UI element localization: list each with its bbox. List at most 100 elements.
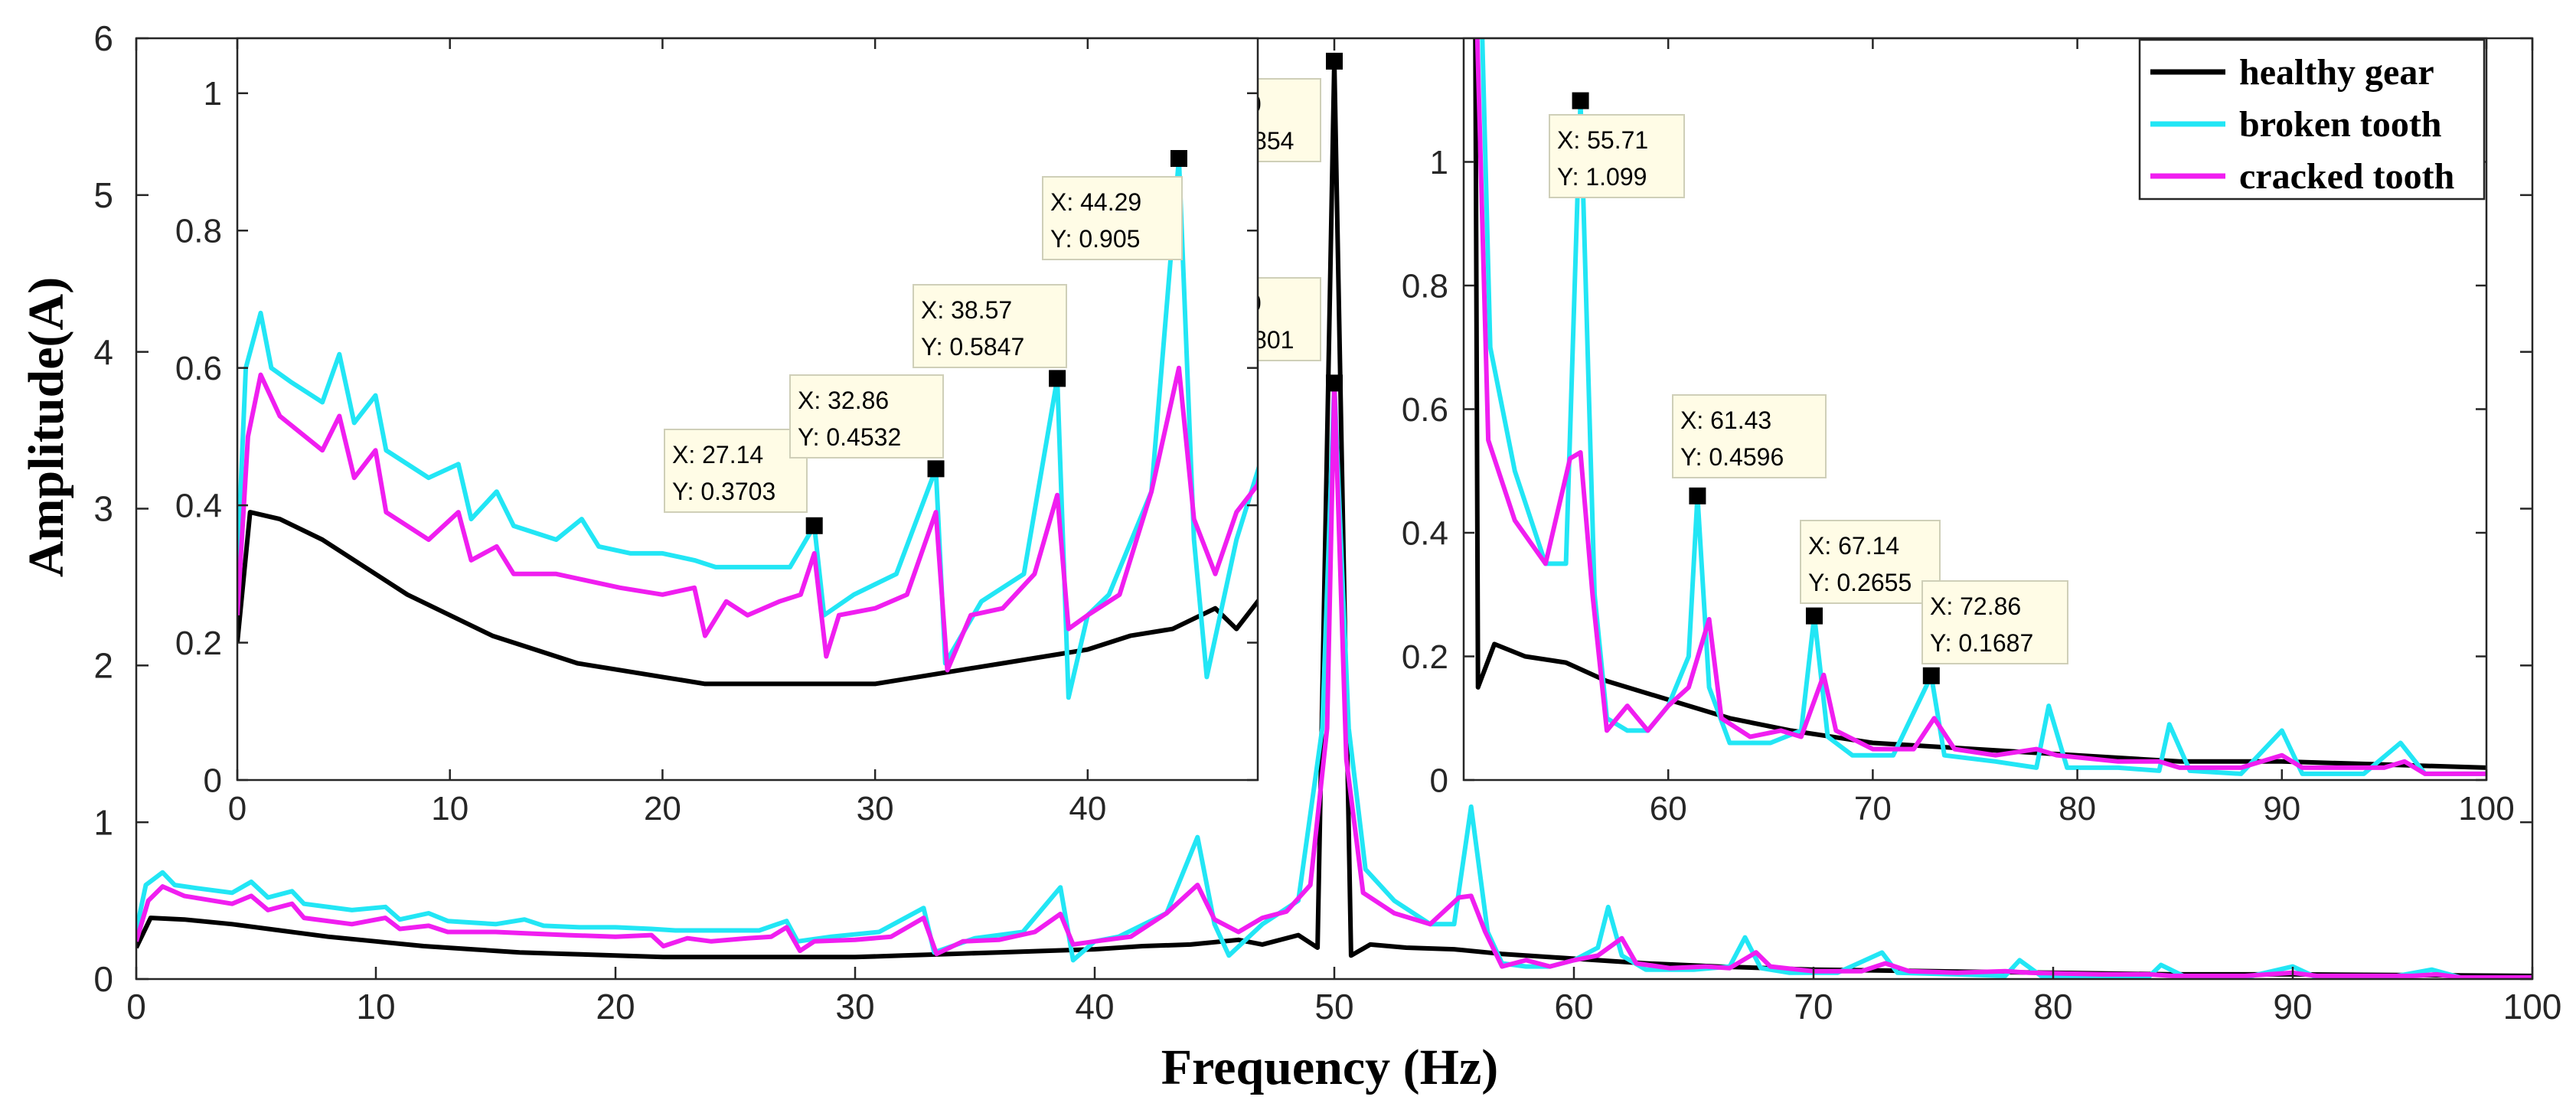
main-x-tick-label: 10 bbox=[356, 987, 395, 1027]
main-y-tick-label: 4 bbox=[93, 332, 113, 372]
inset-left-y-tick-label: 0 bbox=[204, 762, 222, 799]
inset-left-datatip-x: X: 38.57 bbox=[921, 296, 1012, 324]
main-y-tick-label: 2 bbox=[93, 645, 113, 685]
inset-right-datatip-marker bbox=[1689, 487, 1706, 504]
main-x-tick-label: 70 bbox=[1794, 987, 1833, 1027]
inset-right-datatip-y: Y: 0.2655 bbox=[1808, 569, 1912, 596]
main-x-tick-label: 80 bbox=[2033, 987, 2072, 1027]
main-y-tick-label: 0 bbox=[93, 959, 113, 999]
inset-left-datatip-y: Y: 0.5847 bbox=[921, 333, 1024, 361]
main-y-tick-label: 1 bbox=[93, 802, 113, 842]
main-x-tick-label: 20 bbox=[596, 987, 635, 1027]
inset-left-datatip: X: 27.14 Y: 0.3703 bbox=[664, 429, 808, 513]
inset-right-x-tick-label: 90 bbox=[2263, 790, 2300, 827]
inset-left-datatip: X: 44.29 Y: 0.905 bbox=[1042, 176, 1183, 260]
inset-left-datatip-x: X: 27.14 bbox=[672, 441, 763, 468]
inset-left-y-tick-label: 1 bbox=[204, 75, 222, 113]
main-x-tick-label: 40 bbox=[1075, 987, 1114, 1027]
inset-right-series-healthy-gear bbox=[1473, 38, 2486, 770]
legend-box bbox=[2138, 38, 2486, 201]
y-axis-title: Amplitude(A) bbox=[18, 277, 74, 577]
inset-right-datatip-y: Y: 0.1687 bbox=[1930, 629, 2033, 657]
main-x-tick-label: 50 bbox=[1314, 987, 1353, 1027]
inset-left-background bbox=[237, 38, 1258, 780]
inset-left-datatip-box bbox=[789, 374, 944, 459]
inset-left-datatip-y: Y: 0.3703 bbox=[672, 478, 775, 505]
main-datatip-marker bbox=[1326, 374, 1343, 392]
main-x-tick-label: 90 bbox=[2273, 987, 2312, 1027]
inset-right-x-tick-label: 80 bbox=[2059, 790, 2096, 827]
main-y-tick-label: 5 bbox=[93, 175, 113, 215]
inset-right-x-tick-label: 70 bbox=[1854, 790, 1892, 827]
inset-left-datatip-marker bbox=[805, 517, 823, 534]
inset-left-datatip-box bbox=[1042, 176, 1183, 260]
main-y-tick-label: 6 bbox=[93, 18, 113, 58]
inset-right-x-tick-label: 60 bbox=[1650, 790, 1687, 827]
main-x-tick-label: 0 bbox=[126, 987, 146, 1027]
inset-left-series-healthy-gear bbox=[237, 510, 1258, 687]
inset-left-datatip-x: X: 32.86 bbox=[798, 387, 889, 414]
legend-label-cracked-tooth: cracked tooth bbox=[2239, 156, 2454, 197]
main-y-tick-label: 3 bbox=[93, 489, 113, 529]
inset-left-x-tick-label: 10 bbox=[431, 790, 469, 827]
legend-label-healthy-gear: healthy gear bbox=[2239, 52, 2434, 93]
inset-left-y-tick-label: 0.2 bbox=[175, 625, 222, 662]
inset-left-series-cracked-tooth bbox=[237, 365, 1258, 673]
inset-right-y-tick-label: 1 bbox=[1430, 144, 1448, 181]
inset-left-datatip-x: X: 44.29 bbox=[1050, 188, 1141, 216]
inset-left-y-tick-label: 0.6 bbox=[175, 350, 222, 387]
inset-right-datatip: X: 72.86 Y: 0.1687 bbox=[1921, 580, 2068, 664]
inset-left-x-tick-label: 30 bbox=[857, 790, 894, 827]
legend-label-broken-tooth: broken tooth bbox=[2239, 104, 2442, 145]
inset-right-datatip-box bbox=[1672, 394, 1827, 478]
inset-right-y-tick-label: 0.2 bbox=[1402, 638, 1448, 676]
inset-left-y-tick-label: 0.8 bbox=[175, 213, 222, 250]
inset-right-series-cracked-tooth bbox=[1474, 38, 2486, 776]
inset-left-plot: 0 10 20 30 40 0 0.2 0.4 0.6 0.8 1 X: 27.14 Y: 0.3703… bbox=[175, 37, 1259, 827]
main-series-cracked-tooth bbox=[136, 380, 2532, 979]
inset-left-datatip-y: Y: 0.905 bbox=[1050, 225, 1140, 253]
inset-right-datatip-box bbox=[1549, 114, 1685, 198]
inset-left-datatip-y: Y: 0.4532 bbox=[798, 423, 901, 451]
inset-right-datatip-x: X: 67.14 bbox=[1808, 532, 1899, 560]
legend: healthy gear broken tooth cracked tooth bbox=[2138, 38, 2486, 201]
inset-right-datatip-box bbox=[1921, 580, 2068, 664]
inset-right-y-tick-label: 0 bbox=[1430, 762, 1448, 799]
inset-left-x-tick-label: 40 bbox=[1069, 790, 1106, 827]
inset-left-x-tick-label: 0 bbox=[228, 790, 246, 827]
inset-right-datatip-x: X: 55.71 bbox=[1557, 126, 1648, 154]
inset-right-datatip-marker bbox=[1922, 667, 1940, 684]
inset-left-datatip-marker bbox=[1170, 150, 1187, 168]
inset-left-datatip-box bbox=[913, 284, 1067, 368]
inset-left-datatip-marker bbox=[927, 460, 945, 478]
inset-right-datatip: X: 55.71 Y: 1.099 bbox=[1549, 114, 1685, 198]
main-x-tick-label: 30 bbox=[835, 987, 874, 1027]
x-axis-title: Frequency (Hz) bbox=[1161, 1040, 1499, 1095]
inset-left-axes-box bbox=[236, 37, 1259, 782]
inset-right-plot: 60 70 80 90 100 0 0.2 0.4 0.6 0.8 1 X: 55.71 Y: 1.09… bbox=[1402, 37, 2515, 827]
main-datatip-marker bbox=[1326, 52, 1343, 70]
inset-right-datatip: X: 67.14 Y: 0.2655 bbox=[1800, 520, 1941, 604]
inset-right-datatip-y: Y: 1.099 bbox=[1557, 163, 1647, 191]
inset-left-datatip: X: 32.86 Y: 0.4532 bbox=[789, 374, 944, 459]
inset-left-datatip: X: 38.57 Y: 0.5847 bbox=[913, 284, 1067, 368]
inset-right-datatip-x: X: 72.86 bbox=[1930, 592, 2021, 620]
inset-right-datatip-marker bbox=[1572, 92, 1589, 109]
axis-titles: Frequency (Hz) Amplitude(A) bbox=[18, 277, 1498, 1095]
inset-right-y-tick-label: 0.6 bbox=[1402, 391, 1448, 429]
inset-right-datatip-marker bbox=[1805, 607, 1823, 625]
inset-left-datatip-marker bbox=[1049, 370, 1066, 387]
inset-left-x-tick-label: 20 bbox=[644, 790, 681, 827]
inset-right-datatip: X: 61.43 Y: 0.4596 bbox=[1672, 394, 1827, 478]
main-x-tick-label: 60 bbox=[1554, 987, 1593, 1027]
main-x-tick-label: 100 bbox=[2503, 987, 2562, 1027]
inset-right-datatip-box bbox=[1800, 520, 1941, 604]
inset-left-y-tick-label: 0.4 bbox=[175, 488, 222, 525]
inset-right-y-tick-label: 0.4 bbox=[1402, 514, 1448, 552]
inset-right-x-tick-label: 100 bbox=[2458, 790, 2514, 827]
inset-right-y-tick-label: 0.8 bbox=[1402, 267, 1448, 305]
inset-left-datatip-box bbox=[664, 429, 808, 513]
inset-right-datatip-x: X: 61.43 bbox=[1680, 406, 1771, 434]
